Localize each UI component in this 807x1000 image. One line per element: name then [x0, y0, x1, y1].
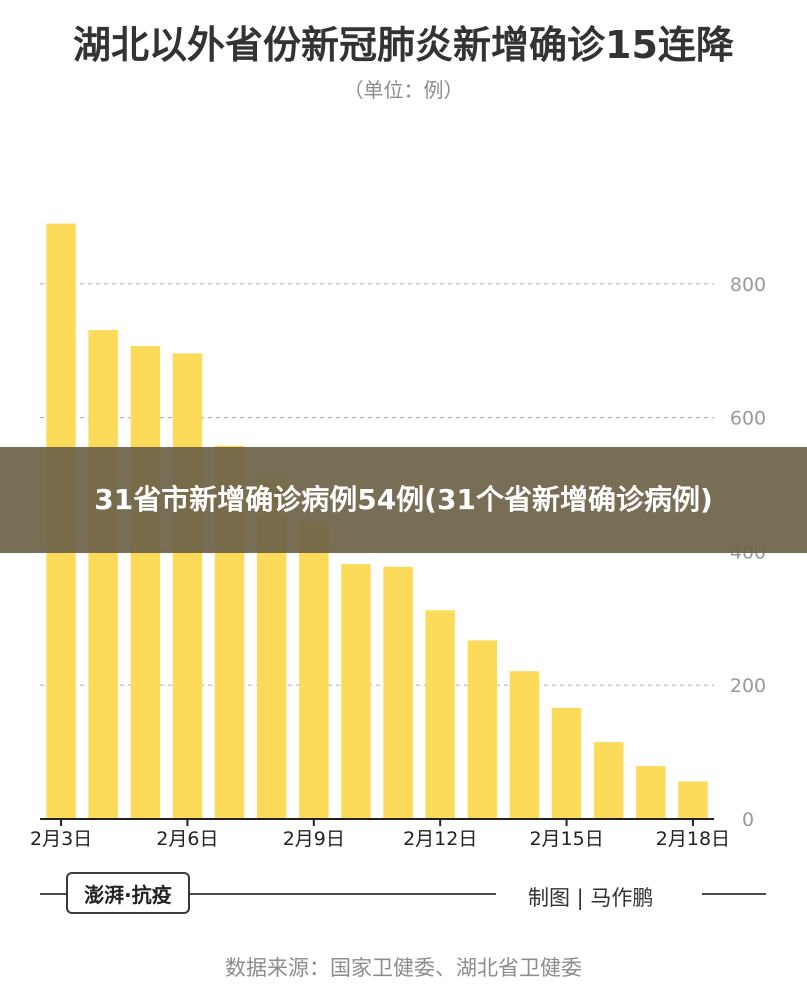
bar-2月15日 — [551, 707, 582, 819]
bar-chart: 0200400600800 2月3日2月6日2月9日2月12日2月15日2月18… — [30, 223, 766, 850]
logo: 澎湃·抗疫 — [66, 872, 190, 914]
bar-2月14日 — [509, 671, 540, 819]
bar-2月9日 — [299, 522, 329, 819]
bar-2月17日 — [636, 766, 666, 819]
x-tick-label: 2月12日 — [403, 828, 477, 850]
bar-2月18日 — [678, 781, 708, 819]
x-tick-label: 2月9日 — [283, 828, 345, 850]
banner-text: 31省市新增确诊病例54例(31个省新增确诊病例) — [94, 483, 713, 516]
x-tick-label: 2月18日 — [656, 828, 730, 850]
overlay-banner[interactable]: 31省市新增确诊病例54例(31个省新增确诊病例) — [0, 447, 807, 553]
footer-divider-right — [702, 893, 766, 895]
x-tick-label: 2月15日 — [529, 828, 603, 850]
bar-2月4日 — [88, 330, 118, 819]
y-tick-label: 600 — [730, 408, 766, 430]
y-tick-label: 0 — [742, 809, 754, 831]
footer-divider-left — [40, 893, 66, 895]
credit-text: 制图 | 马作鹏 — [528, 886, 654, 910]
bar-2月13日 — [467, 640, 498, 819]
footer-divider-middle — [190, 893, 496, 895]
bar-2月10日 — [341, 564, 371, 819]
chart-title: 湖北以外省份新冠肺炎新增确诊15连降 — [73, 23, 734, 67]
y-tick-label: 800 — [730, 274, 766, 296]
x-axis-ticks: 2月3日 2月6日 2月9日 2月12日 2月15日 2月18日 — [30, 819, 730, 850]
x-tick-label: 2月6日 — [156, 828, 218, 850]
data-source: 数据来源：国家卫健委、湖北省卫健委 — [225, 956, 582, 980]
bar-2月16日 — [593, 742, 624, 819]
bar-2月11日 — [383, 566, 413, 819]
bar-2月12日 — [425, 610, 455, 819]
chart-subtitle: （单位：例） — [343, 78, 464, 102]
y-tick-label: 200 — [730, 675, 766, 697]
x-tick-label: 2月3日 — [30, 828, 92, 850]
bar-2月5日 — [130, 346, 161, 819]
bar-2月6日 — [172, 353, 203, 819]
logo-text: 澎湃·抗疫 — [84, 882, 172, 907]
